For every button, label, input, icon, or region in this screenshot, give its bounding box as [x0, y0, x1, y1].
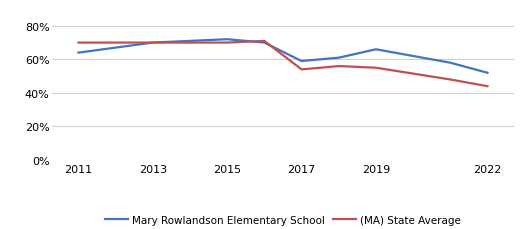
(MA) State Average	[261, 40, 268, 43]
(MA) State Average	[447, 79, 453, 82]
Mary Rowlandson Elementary School	[75, 52, 82, 55]
Mary Rowlandson Elementary School	[373, 49, 379, 52]
(MA) State Average	[373, 67, 379, 70]
Mary Rowlandson Elementary School	[335, 57, 342, 60]
Mary Rowlandson Elementary School	[484, 72, 490, 75]
(MA) State Average	[75, 42, 82, 45]
(MA) State Average	[224, 42, 231, 45]
Line: (MA) State Average: (MA) State Average	[79, 42, 487, 87]
Mary Rowlandson Elementary School	[298, 60, 304, 63]
(MA) State Average	[484, 85, 490, 88]
Mary Rowlandson Elementary School	[447, 62, 453, 65]
(MA) State Average	[298, 69, 304, 71]
(MA) State Average	[150, 42, 156, 45]
Mary Rowlandson Elementary School	[261, 42, 268, 45]
(MA) State Average	[335, 65, 342, 68]
Legend: Mary Rowlandson Elementary School, (MA) State Average: Mary Rowlandson Elementary School, (MA) …	[101, 211, 465, 229]
Mary Rowlandson Elementary School	[224, 39, 231, 41]
Line: Mary Rowlandson Elementary School: Mary Rowlandson Elementary School	[79, 40, 487, 74]
Mary Rowlandson Elementary School	[150, 42, 156, 45]
